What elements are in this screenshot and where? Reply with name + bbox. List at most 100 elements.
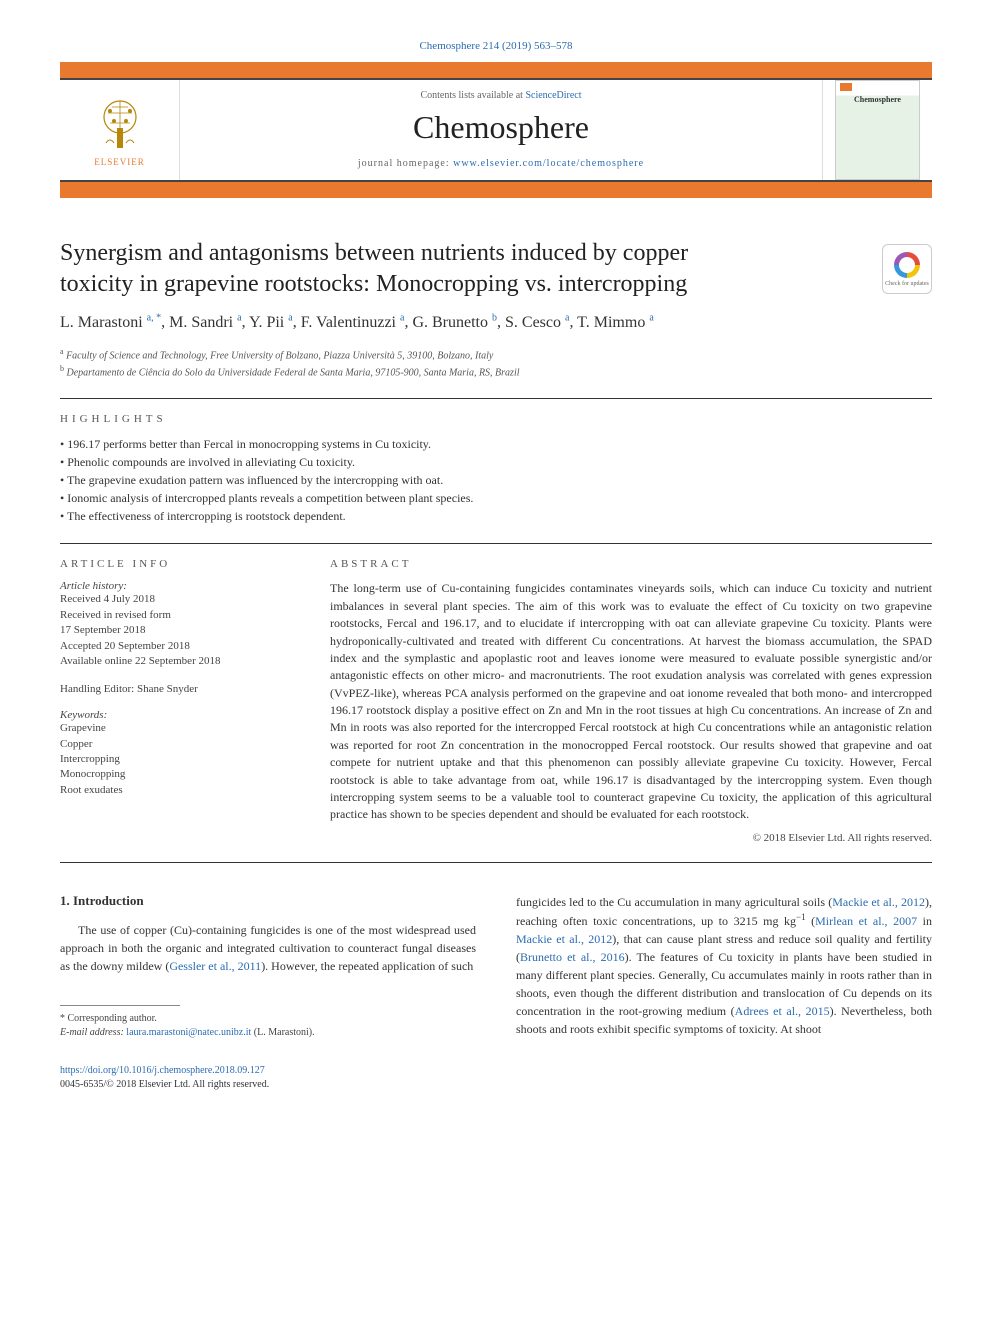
author-sup: a [565, 312, 569, 323]
handling-editor: Handling Editor: Shane Snyder [60, 683, 290, 695]
highlight-item: The grapevine exudation pattern was infl… [60, 471, 932, 489]
corresponding-author-note: * Corresponding author. [60, 1012, 476, 1026]
affiliations: a Faculty of Science and Technology, Fre… [60, 346, 932, 381]
history-item: Available online 22 September 2018 [60, 654, 290, 669]
sup-minus1: −1 [796, 912, 806, 922]
rt3: ( [806, 914, 816, 928]
header-bottom-bar [60, 182, 932, 198]
homepage-label: journal homepage: [358, 158, 450, 169]
author-sup: b [492, 312, 497, 323]
affiliation: a Faculty of Science and Technology, Fre… [60, 346, 932, 363]
author-sup: a [237, 312, 241, 323]
crossmark-label: Check for updates [885, 281, 929, 287]
cover-flag-icon [840, 83, 852, 91]
author: L. Marastoni a, * [60, 314, 161, 331]
email-label: E-mail address: [60, 1027, 124, 1038]
history-item: 17 September 2018 [60, 623, 290, 638]
highlight-item: Ionomic analysis of intercropped plants … [60, 489, 932, 507]
author: T. Mimmo a [577, 314, 654, 331]
rule-1 [60, 398, 932, 399]
article-info-heading: ARTICLE INFO [60, 558, 290, 570]
body-columns: 1. Introduction The use of copper (Cu)-c… [60, 893, 932, 1092]
article-title: Synergism and antagonisms between nutrie… [60, 238, 932, 300]
crossmark-icon [894, 252, 920, 278]
cover-thumb-cell: Chemosphere [822, 80, 932, 180]
cite-mackie1[interactable]: Mackie et al., 2012 [832, 895, 925, 909]
affiliation: b Departamento de Ciência do Solo da Uni… [60, 363, 932, 380]
elsevier-wordmark: ELSEVIER [94, 157, 145, 167]
author-sup: a [649, 312, 653, 323]
intro-heading: 1. Introduction [60, 893, 476, 909]
highlights-list: 196.17 performs better than Fercal in mo… [60, 435, 932, 525]
keyword-item: Root exudates [60, 783, 290, 798]
email-address[interactable]: laura.marastoni@natec.unibz.it [126, 1027, 251, 1038]
history-item: Received 4 July 2018 [60, 592, 290, 607]
abstract-copyright: © 2018 Elsevier Ltd. All rights reserved… [330, 832, 932, 844]
cite-mackie2[interactable]: Mackie et al., 2012 [516, 932, 612, 946]
keywords-list: GrapevineCopperIntercroppingMonocropping… [60, 721, 290, 798]
header-top-bar [60, 62, 932, 78]
title-line-1: Synergism and antagonisms between nutrie… [60, 240, 688, 266]
footnote-rule [60, 1005, 180, 1006]
author-sup: a, * [147, 312, 161, 323]
authors-line: L. Marastoni a, *, M. Sandri a, Y. Pii a… [60, 312, 932, 331]
email-author-name: (L. Marastoni). [254, 1027, 315, 1038]
doi-block: https://doi.org/10.1016/j.chemosphere.20… [60, 1064, 476, 1092]
doi-link[interactable]: https://doi.org/10.1016/j.chemosphere.20… [60, 1065, 265, 1076]
author-sup: a [288, 312, 292, 323]
homepage-line: journal homepage: www.elsevier.com/locat… [200, 158, 802, 169]
elsevier-logo: ELSEVIER [80, 85, 160, 175]
homepage-link[interactable]: www.elsevier.com/locate/chemosphere [453, 158, 644, 169]
highlight-item: Phenolic compounds are involved in allev… [60, 453, 932, 471]
cover-title: Chemosphere [836, 95, 919, 104]
crossmark-badge[interactable]: Check for updates [882, 244, 932, 294]
history-label: Article history: [60, 580, 290, 592]
author-sup: a [400, 312, 404, 323]
cite-mirlean[interactable]: Mirlean et al., 2007 [815, 914, 917, 928]
rule-2 [60, 543, 932, 544]
title-line-2: toxicity in grapevine rootstocks: Monocr… [60, 271, 687, 297]
header-box: ELSEVIER Contents lists available at Sci… [60, 78, 932, 182]
abstract-heading: ABSTRACT [330, 558, 932, 570]
keywords-label: Keywords: [60, 709, 290, 721]
highlights-section: HIGHLIGHTS 196.17 performs better than F… [60, 413, 932, 525]
issn-copyright: 0045-6535/© 2018 Elsevier Ltd. All right… [60, 1079, 269, 1090]
article-info-col: ARTICLE INFO Article history: Received 4… [60, 558, 290, 843]
body-col-right: fungicides led to the Cu accumulation in… [516, 893, 932, 1092]
journal-cover-thumb: Chemosphere [835, 80, 920, 180]
rt1: fungicides led to the Cu accumulation in… [516, 895, 832, 909]
contents-label: Contents lists available at [420, 90, 522, 101]
publisher-logo-cell: ELSEVIER [60, 80, 180, 180]
rt-in: in [917, 914, 932, 928]
highlights-heading: HIGHLIGHTS [60, 413, 932, 425]
author: Y. Pii a [249, 314, 293, 331]
affil-sup: a [60, 347, 64, 356]
keyword-item: Copper [60, 737, 290, 752]
keyword-item: Grapevine [60, 721, 290, 736]
history-item: Accepted 20 September 2018 [60, 639, 290, 654]
header-center: Contents lists available at ScienceDirec… [180, 80, 822, 180]
highlight-item: 196.17 performs better than Fercal in mo… [60, 435, 932, 453]
sciencedirect-link[interactable]: ScienceDirect [525, 90, 581, 101]
elsevier-tree-icon [90, 93, 150, 153]
author: M. Sandri a [169, 314, 241, 331]
cite-gessler[interactable]: Gessler et al., 2011 [169, 959, 261, 973]
author: S. Cesco a [505, 314, 569, 331]
email-line: E-mail address: laura.marastoni@natec.un… [60, 1026, 476, 1040]
highlight-item: The effectiveness of intercropping is ro… [60, 507, 932, 525]
cite-adrees[interactable]: Adrees et al., 2015 [735, 1004, 830, 1018]
intro-left-p2: ). However, the repeated application of … [261, 959, 473, 973]
abstract-text: The long-term use of Cu-containing fungi… [330, 580, 932, 823]
abstract-col: ABSTRACT The long-term use of Cu-contain… [330, 558, 932, 843]
affil-sup: b [60, 364, 64, 373]
intro-right-text: fungicides led to the Cu accumulation in… [516, 893, 932, 1038]
rule-3 [60, 862, 932, 863]
keyword-item: Monocropping [60, 767, 290, 782]
top-citation-link[interactable]: Chemosphere 214 (2019) 563–578 [419, 40, 572, 52]
history-list: Received 4 July 2018Received in revised … [60, 592, 290, 669]
cite-brunetto[interactable]: Brunetto et al., 2016 [520, 950, 625, 964]
contents-line: Contents lists available at ScienceDirec… [200, 90, 802, 101]
body-col-left: 1. Introduction The use of copper (Cu)-c… [60, 893, 476, 1092]
author: F. Valentinuzzi a [301, 314, 405, 331]
top-citation: Chemosphere 214 (2019) 563–578 [60, 40, 932, 52]
